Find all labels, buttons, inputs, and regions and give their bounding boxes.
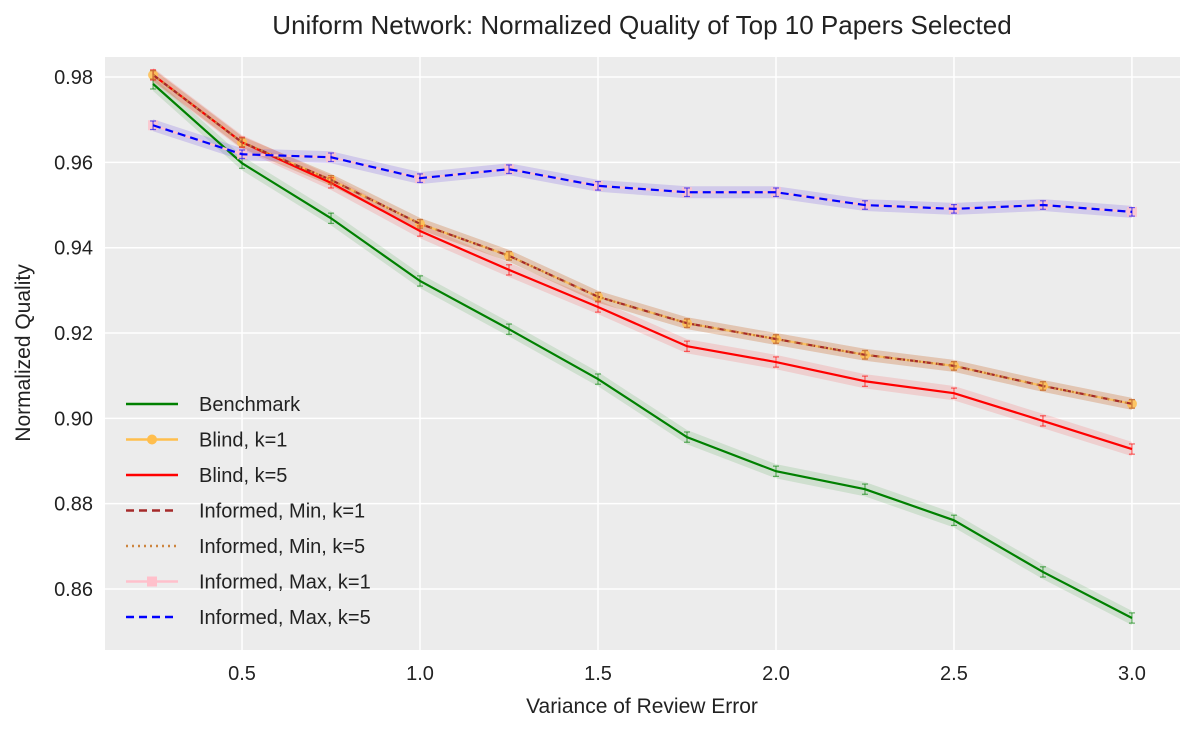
y-tick-label: 0.90 — [54, 408, 93, 430]
legend-label: Informed, Max, k=5 — [199, 607, 371, 629]
x-tick-label: 1.0 — [406, 663, 434, 685]
x-axis-ticks: 0.5 1.0 1.5 2.0 2.5 3.0 — [228, 663, 1146, 685]
series-lines — [148, 69, 1137, 624]
x-axis-label: Variance of Review Error — [526, 695, 758, 718]
y-tick-label: 0.88 — [54, 494, 93, 516]
y-tick-label: 0.98 — [54, 67, 93, 89]
x-tick-label: 3.0 — [1118, 663, 1146, 685]
y-axis-label: Normalized Quality — [12, 264, 35, 442]
series-line-2 — [152, 74, 1133, 451]
legend-label: Benchmark — [199, 394, 301, 416]
y-axis-ticks: 0.86 0.88 0.90 0.92 0.94 0.96 0.98 — [54, 67, 93, 601]
x-tick-label: 0.5 — [228, 663, 256, 685]
y-tick-label: 0.86 — [54, 579, 93, 601]
legend-label: Informed, Min, k=1 — [199, 501, 365, 523]
y-tick-label: 0.92 — [54, 323, 93, 345]
error-band-6 — [153, 119, 1132, 218]
legend: Benchmark Blind, k=1 Blind, k=5 Informed, M… — [126, 394, 371, 629]
legend-label: Blind, k=5 — [199, 465, 287, 487]
x-tick-label: 2.5 — [940, 663, 968, 685]
series-line-6 — [152, 124, 1133, 213]
x-tick-label: 1.5 — [584, 663, 612, 685]
legend-marker — [147, 434, 157, 445]
series-line-4 — [152, 74, 1133, 405]
legend-marker — [147, 576, 157, 587]
error-band-0 — [153, 76, 1132, 626]
series-line-0 — [152, 83, 1133, 619]
legend-label: Informed, Max, k=1 — [199, 572, 371, 594]
y-tick-label: 0.94 — [54, 238, 93, 260]
error-band-5 — [153, 119, 1132, 218]
legend-label: Blind, k=1 — [199, 430, 287, 452]
chart-title: Uniform Network: Normalized Quality of T… — [272, 10, 1011, 40]
legend-label: Informed, Min, k=5 — [199, 536, 365, 558]
grid — [105, 57, 1180, 650]
x-tick-label: 2.0 — [762, 663, 790, 685]
y-tick-label: 0.96 — [54, 152, 93, 174]
